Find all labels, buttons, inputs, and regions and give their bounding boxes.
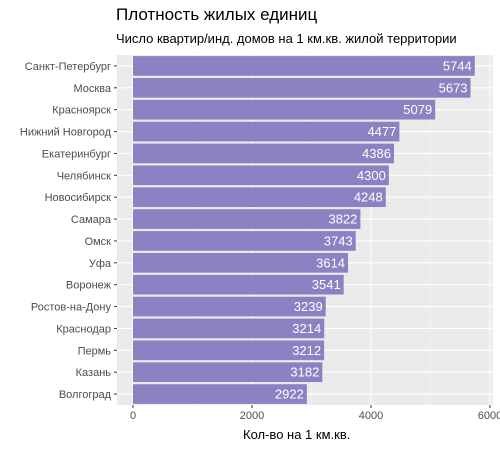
category-label: Санкт-Петербург [25, 61, 111, 73]
category-label: Нижний Новгород [20, 127, 112, 139]
bar [133, 384, 307, 404]
bar [133, 187, 386, 208]
category-label: Новосибирск [45, 192, 112, 204]
category-label: Казань [76, 367, 112, 379]
bar-value-label: 4386 [362, 146, 391, 161]
category-label: Ростов-на-Дону [31, 302, 112, 314]
category-label: Омск [85, 236, 112, 248]
bar-value-label: 3743 [324, 233, 353, 248]
category-label: Воронеж [66, 280, 112, 292]
bar-value-label: 4300 [357, 168, 386, 183]
category-label: Красноярск [52, 105, 111, 117]
bar-value-label: 5079 [403, 102, 432, 117]
bar-value-label: 3614 [316, 255, 345, 270]
bar [133, 77, 471, 98]
bar-value-label: 3212 [292, 343, 321, 358]
bar [133, 274, 344, 295]
bar-value-label: 2922 [275, 387, 304, 402]
x-tick-label: 4000 [359, 410, 383, 422]
bar-value-label: 4477 [367, 124, 396, 139]
bar [133, 252, 349, 273]
x-axis-label: Кол-во на 1 км.кв. [243, 427, 351, 442]
bar-value-label: 5673 [439, 80, 468, 95]
bar-value-label: 5744 [443, 58, 472, 73]
bar [133, 56, 475, 76]
bar-value-label: 3541 [312, 277, 341, 292]
bar [133, 231, 356, 251]
category-label: Москва [73, 83, 111, 95]
bar [133, 121, 400, 142]
bar [133, 209, 361, 229]
bar [133, 99, 436, 120]
bar-value-label: 3239 [294, 299, 323, 314]
bar-value-label: 3822 [328, 212, 357, 227]
bar [133, 362, 323, 383]
x-tick-label: 2000 [240, 410, 264, 422]
bar-value-label: 4248 [354, 190, 383, 205]
chart-title: Плотность жилых единиц [116, 5, 318, 24]
category-label: Самара [71, 214, 112, 226]
category-label: Челябинск [57, 170, 111, 182]
bar-value-label: 3214 [292, 321, 321, 336]
bar [133, 296, 326, 317]
bar [133, 143, 394, 164]
category-label: Екатеринбург [42, 148, 111, 160]
x-tick-label: 0 [130, 410, 136, 422]
category-label: Пермь [78, 345, 112, 357]
x-tick-label: 6000 [478, 410, 500, 422]
bar [133, 340, 325, 361]
bar [133, 318, 325, 339]
category-label: Краснодар [56, 323, 111, 335]
bar-value-label: 3182 [290, 365, 319, 380]
bar [133, 165, 389, 186]
chart-subtitle: Число квартир/инд. домов на 1 км.кв. жил… [116, 31, 457, 46]
category-label: Уфа [89, 258, 112, 270]
category-label: Волгоград [59, 389, 112, 401]
